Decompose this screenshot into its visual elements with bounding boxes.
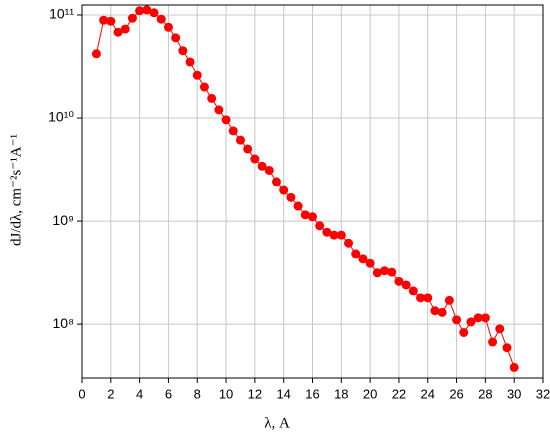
- data-point: [437, 307, 447, 317]
- data-point: [142, 5, 152, 15]
- data-point: [444, 295, 454, 305]
- x-tick-label: 14: [276, 386, 290, 401]
- data-point: [365, 258, 375, 268]
- data-point: [372, 268, 382, 278]
- data-point: [113, 27, 123, 37]
- data-point: [149, 8, 159, 18]
- x-tick-label: 18: [334, 386, 348, 401]
- data-point: [271, 177, 281, 187]
- data-point: [394, 276, 404, 286]
- x-tick-label: 6: [165, 386, 172, 401]
- data-point: [358, 254, 368, 264]
- data-point: [207, 93, 217, 103]
- data-point: [344, 238, 354, 248]
- x-tick-label: 12: [248, 386, 262, 401]
- data-point: [99, 15, 109, 25]
- data-point: [257, 161, 267, 171]
- x-tick-label: 16: [305, 386, 319, 401]
- y-tick-label: 10⁸: [53, 315, 75, 331]
- data-point: [293, 201, 303, 211]
- x-axis-label: λ, A: [264, 415, 290, 431]
- data-point: [308, 212, 317, 222]
- data-point: [329, 230, 339, 240]
- data-point: [466, 317, 476, 327]
- x-tick-label: 4: [136, 386, 143, 401]
- data-point: [120, 24, 130, 34]
- x-tick-label: 8: [194, 386, 201, 401]
- data-point: [178, 46, 188, 56]
- x-tick-label: 22: [392, 386, 406, 401]
- data-point: [243, 144, 253, 154]
- data-point: [502, 343, 512, 353]
- y-axis-label: dJ/dλ, cm⁻²s⁻¹A⁻¹: [8, 134, 24, 246]
- x-tick-label: 0: [78, 386, 85, 401]
- data-point: [221, 115, 231, 125]
- data-point: [185, 57, 195, 67]
- data-point: [452, 315, 462, 325]
- data-point: [408, 286, 418, 296]
- data-point: [228, 126, 238, 136]
- data-point: [127, 13, 137, 23]
- data-point: [214, 105, 224, 115]
- x-tick-label: 20: [363, 386, 377, 401]
- data-point: [322, 227, 332, 237]
- data-point: [351, 249, 361, 259]
- y-tick-label: 10¹⁰: [48, 109, 74, 125]
- data-point: [156, 14, 166, 24]
- data-point: [163, 22, 173, 32]
- data-point: [495, 324, 505, 334]
- data-point: [199, 82, 209, 92]
- data-point: [91, 49, 101, 59]
- data-point: [430, 306, 440, 316]
- data-point: [336, 230, 346, 240]
- data-point: [192, 70, 202, 80]
- series-line: [95, 9, 515, 368]
- data-point: [315, 221, 325, 231]
- data-point: [459, 327, 469, 337]
- data-point: [279, 185, 289, 195]
- plot-frame: [81, 4, 544, 379]
- x-tick-label: 32: [536, 386, 550, 401]
- data-point: [509, 362, 519, 372]
- x-tick-label: 26: [449, 386, 463, 401]
- y-tick-label: 10⁹: [52, 212, 74, 228]
- x-tick-label: 2: [107, 386, 114, 401]
- data-point: [171, 33, 181, 43]
- data-point: [250, 154, 260, 164]
- data-point: [401, 280, 411, 290]
- x-tick-label: 24: [421, 386, 435, 401]
- data-point: [300, 210, 310, 220]
- x-tick-label: 10: [219, 386, 233, 401]
- data-point: [416, 293, 426, 303]
- data-point: [286, 192, 296, 202]
- x-tick-label: 28: [478, 386, 492, 401]
- data-point: [473, 313, 483, 323]
- data-point: [387, 267, 397, 277]
- data-point: [480, 313, 490, 323]
- data-point: [235, 135, 245, 145]
- data-point: [135, 6, 145, 16]
- y-tick-label: 10¹¹: [49, 6, 74, 22]
- data-point: [264, 165, 274, 175]
- data-point: [106, 16, 116, 26]
- data-point: [380, 266, 390, 276]
- data-point: [488, 337, 498, 347]
- data-point: [423, 293, 433, 303]
- x-tick-label: 30: [507, 386, 521, 401]
